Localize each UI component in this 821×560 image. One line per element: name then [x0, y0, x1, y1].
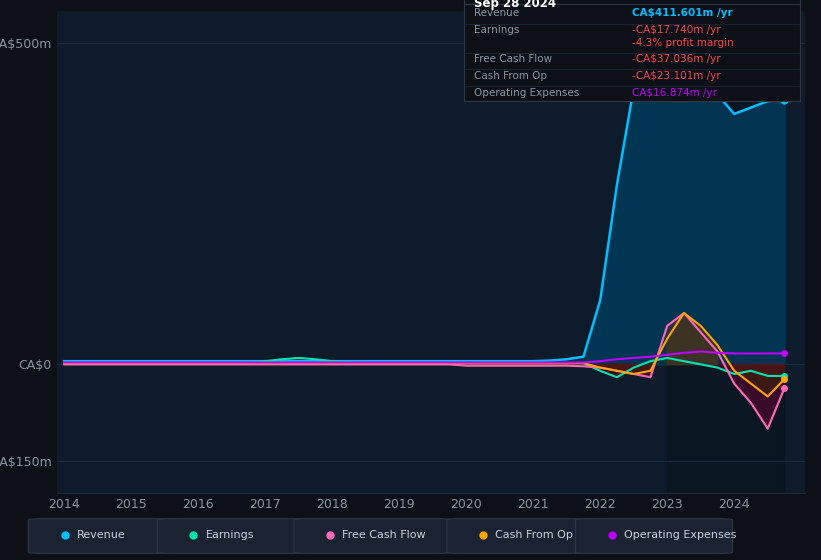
- Text: Revenue: Revenue: [474, 8, 519, 18]
- Text: -CA$17.740m /yr: -CA$17.740m /yr: [632, 25, 721, 35]
- FancyBboxPatch shape: [29, 519, 186, 553]
- Text: Cash From Op: Cash From Op: [495, 530, 573, 540]
- Text: Operating Expenses: Operating Expenses: [624, 530, 736, 540]
- Text: Free Cash Flow: Free Cash Flow: [342, 530, 426, 540]
- Text: Free Cash Flow: Free Cash Flow: [474, 54, 552, 64]
- Text: -4.3% profit margin: -4.3% profit margin: [632, 38, 734, 48]
- Text: Earnings: Earnings: [205, 530, 254, 540]
- Text: Sep 28 2024: Sep 28 2024: [474, 0, 556, 10]
- Bar: [667, 11, 785, 493]
- Text: -CA$37.036m /yr: -CA$37.036m /yr: [632, 54, 721, 64]
- Text: Revenue: Revenue: [77, 530, 126, 540]
- Text: CA$411.601m /yr: CA$411.601m /yr: [632, 8, 733, 18]
- Text: CA$16.874m /yr: CA$16.874m /yr: [632, 88, 718, 98]
- FancyBboxPatch shape: [158, 519, 314, 553]
- FancyBboxPatch shape: [294, 519, 451, 553]
- Text: Cash From Op: Cash From Op: [474, 71, 547, 81]
- Text: Earnings: Earnings: [474, 25, 520, 35]
- Text: Operating Expenses: Operating Expenses: [474, 88, 579, 98]
- FancyBboxPatch shape: [447, 519, 603, 553]
- Text: -CA$23.101m /yr: -CA$23.101m /yr: [632, 71, 721, 81]
- FancyBboxPatch shape: [576, 519, 732, 553]
